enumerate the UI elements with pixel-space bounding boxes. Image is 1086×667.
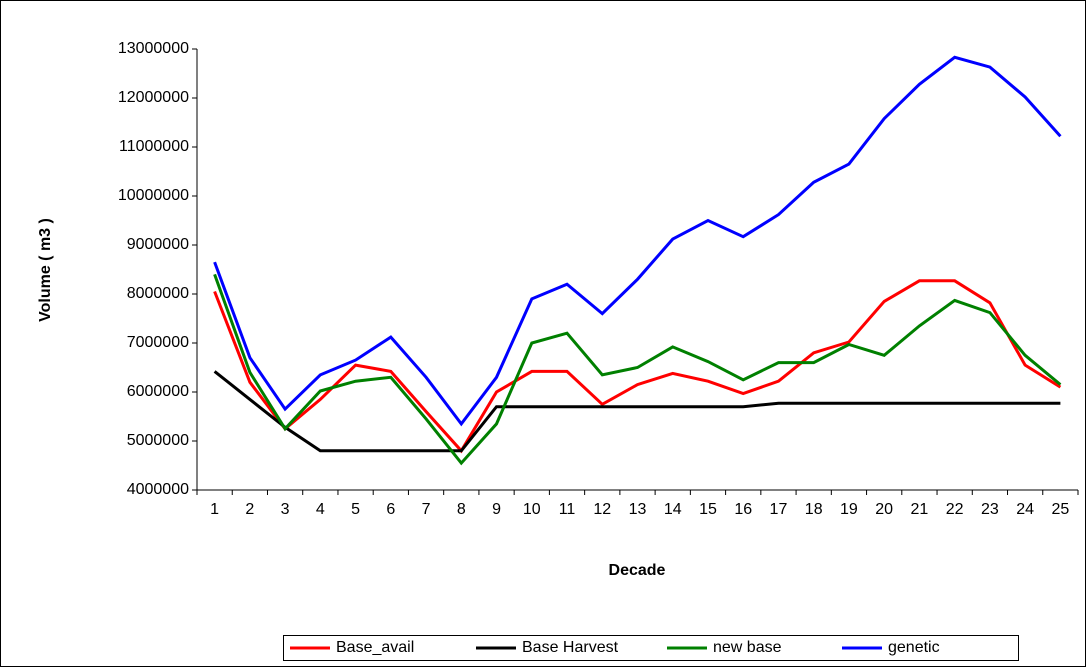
x-axis-label: Decade (609, 562, 666, 579)
y-tick-label: 9000000 (127, 236, 189, 253)
y-axis-label: Volume ( m3 ) (37, 218, 54, 322)
x-tick-label: 12 (593, 501, 611, 518)
x-tick-label: 9 (492, 501, 501, 518)
x-tick-label: 1 (210, 501, 219, 518)
y-tick-label: 12000000 (118, 89, 189, 106)
x-tick-label: 11 (559, 501, 576, 518)
x-tick-label: 15 (699, 501, 717, 518)
x-tick-label: 2 (245, 501, 254, 518)
x-tick-label: 4 (316, 501, 325, 518)
x-tick-label: 10 (523, 501, 541, 518)
x-tick-label: 18 (805, 501, 823, 518)
x-tick-label: 13 (629, 501, 647, 518)
series-line (213, 273, 1062, 466)
x-tick-label: 21 (911, 501, 929, 518)
y-tick-label: 6000000 (127, 383, 189, 400)
x-tick-label: 8 (457, 501, 466, 518)
x-tick-label: 22 (946, 501, 964, 518)
series-line (213, 370, 1061, 453)
y-tick-label: 8000000 (127, 285, 189, 302)
x-tick-label: 5 (351, 501, 360, 518)
x-tick-label: 19 (840, 501, 858, 518)
x-tick-label: 14 (664, 501, 682, 518)
legend-label: Base Harvest (522, 639, 619, 656)
x-tick-label: 16 (734, 501, 752, 518)
x-tick-label: 3 (281, 501, 290, 518)
y-tick-label: 4000000 (127, 481, 189, 498)
series-line (213, 55, 1062, 427)
x-tick-label: 25 (1051, 501, 1069, 518)
x-tick-label: 7 (422, 501, 431, 518)
legend (283, 635, 1019, 661)
x-tick-label: 23 (981, 501, 999, 518)
x-tick-label: 6 (386, 501, 395, 518)
x-tick-label: 24 (1016, 501, 1034, 518)
y-tick-label: 7000000 (127, 334, 189, 351)
y-tick-label: 13000000 (118, 40, 189, 57)
y-tick-label: 10000000 (118, 187, 189, 204)
legend-label: Base_avail (336, 639, 414, 656)
x-tick-label: 20 (875, 501, 893, 518)
y-tick-label: 5000000 (127, 432, 189, 449)
legend-label: new base (713, 639, 782, 656)
x-tick-label: 17 (770, 501, 788, 518)
y-tick-label: 11000000 (119, 138, 189, 155)
series-line (213, 279, 1062, 454)
legend-label: genetic (888, 639, 940, 656)
